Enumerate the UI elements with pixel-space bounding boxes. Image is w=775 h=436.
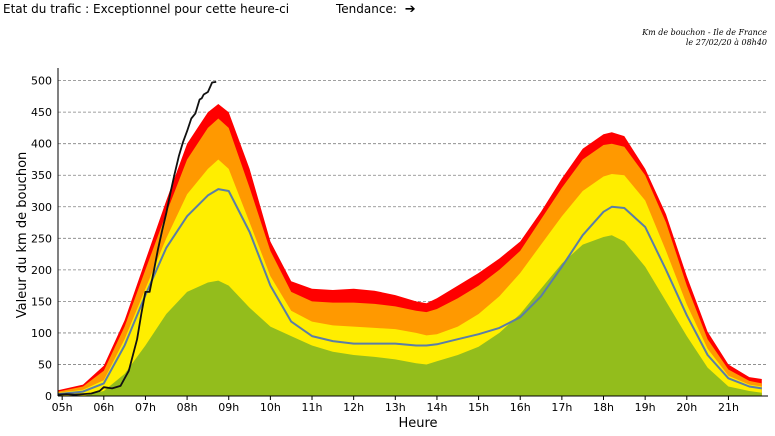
x-tick-label: 08h (177, 401, 198, 414)
y-tick-label: 300 (31, 201, 52, 214)
x-tick-label: 18h (593, 401, 614, 414)
x-tick-label: 21h (718, 401, 739, 414)
y-tick-label: 450 (31, 106, 52, 119)
chart-caption: Km de bouchon - Ile de France le 27/02/2… (642, 28, 767, 48)
x-tick-label: 12h (343, 401, 364, 414)
traffic-status-value: Exceptionnel pour cette heure-ci (93, 2, 290, 16)
x-axis-title: Heure (398, 416, 437, 431)
x-tick-label: 20h (676, 401, 697, 414)
y-tick-label: 500 (31, 75, 52, 88)
y-tick-labels: 0 50 100 150 200 250 300 350 400 450 500 (31, 75, 52, 403)
traffic-status-label: Etat du trafic : (3, 2, 90, 16)
y-tick-label: 50 (38, 358, 52, 371)
right-arrow-icon: ➔ (404, 2, 416, 17)
caption-line-2: le 27/02/20 à 08h40 (685, 38, 767, 47)
y-tick-label: 400 (31, 138, 52, 151)
axes (57, 68, 768, 400)
x-tick-label: 10h (260, 401, 281, 414)
y-tick-label: 250 (31, 232, 52, 245)
x-tick-label: 19h (635, 401, 656, 414)
x-tick-label: 09h (218, 401, 239, 414)
x-tick-label: 07h (135, 401, 156, 414)
y-tick-label: 150 (31, 295, 52, 308)
traffic-status: Etat du trafic : Exceptionnel pour cette… (3, 2, 289, 16)
y-tick-label: 350 (31, 169, 52, 182)
x-tick-label: 17h (551, 401, 572, 414)
x-tick-label: 16h (510, 401, 531, 414)
x-tick-label: 05h (52, 401, 73, 414)
y-tick-label: 0 (45, 390, 52, 403)
caption-line-1: Km de bouchon - Ile de France (642, 28, 767, 37)
current-day-line (57, 81, 217, 396)
y-tick-label: 200 (31, 264, 52, 277)
x-tick-label: 06h (93, 401, 114, 414)
series-lines (57, 81, 762, 396)
x-tick-label: 13h (385, 401, 406, 414)
trend-label: Tendance: (336, 2, 397, 16)
y-tick-label: 100 (31, 327, 52, 340)
area-bands (58, 104, 762, 396)
x-tick-label: 14h (426, 401, 447, 414)
area-band (58, 235, 762, 396)
trend-indicator: Tendance: ➔ (336, 2, 416, 17)
x-tick-label: 15h (468, 401, 489, 414)
reference-line (57, 188, 762, 396)
x-tick-labels: 05h 06h 07h 08h 09h 10h 11h 12h 13h 14h 15h 16h 17h 1… (52, 401, 739, 414)
x-tick-label: 11h (302, 401, 323, 414)
y-axis-title: Valeur du km de bouchon (15, 152, 30, 319)
